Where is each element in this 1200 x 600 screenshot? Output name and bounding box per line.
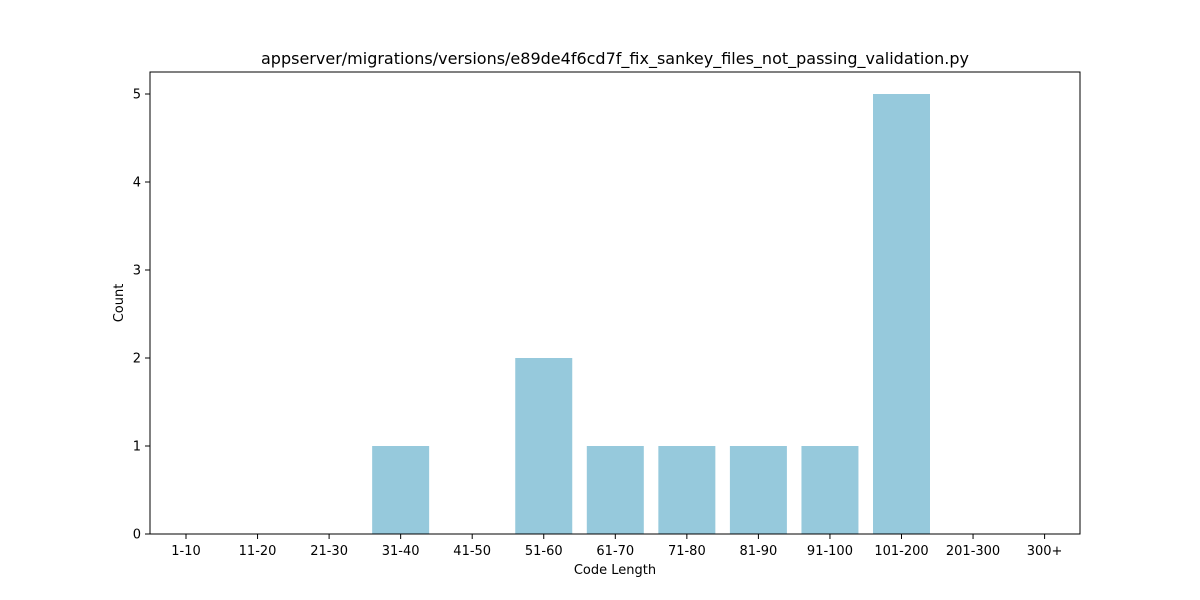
bar-101-200 (873, 94, 930, 534)
x-tick-label: 51-60 (525, 544, 563, 559)
x-tick-label: 31-40 (382, 544, 420, 559)
x-tick-label: 21-30 (310, 544, 348, 559)
y-axis: 0 1 2 3 4 5 (133, 88, 150, 543)
bar-61-70 (586, 446, 644, 534)
chart-title: appserver/migrations/versions/e89de4f6cd… (261, 49, 969, 69)
bar-31-40 (372, 446, 430, 534)
x-tick-label: 1-10 (171, 544, 201, 559)
bar-71-80 (658, 446, 716, 534)
y-tick-label: 1 (133, 440, 141, 455)
bar-91-100 (801, 446, 859, 534)
x-tick-label: 91-100 (807, 544, 853, 559)
y-tick-label: 2 (133, 352, 141, 367)
bars-group (372, 94, 930, 534)
y-axis-label: Count (112, 284, 127, 323)
x-tick-label: 201-300 (946, 544, 1000, 559)
y-tick-label: 3 (133, 264, 141, 279)
x-axis-label: Code Length (574, 563, 656, 578)
bar-81-90 (729, 446, 787, 534)
y-tick-label: 0 (133, 528, 141, 543)
bar-51-60 (515, 358, 573, 534)
x-tick-label: 71-80 (668, 544, 706, 559)
y-tick-label: 4 (133, 176, 141, 191)
x-tick-label: 11-20 (239, 544, 277, 559)
x-tick-label: 101-200 (874, 544, 928, 559)
x-axis: 1-10 11-20 21-30 31-40 41-50 51-60 61-70 71-80 8… (171, 534, 1062, 559)
x-tick-label: 300+ (1027, 544, 1063, 559)
x-tick-label: 61-70 (596, 544, 634, 559)
x-tick-label: 81-90 (740, 544, 778, 559)
x-tick-label: 41-50 (453, 544, 491, 559)
y-tick-label: 5 (133, 88, 141, 103)
